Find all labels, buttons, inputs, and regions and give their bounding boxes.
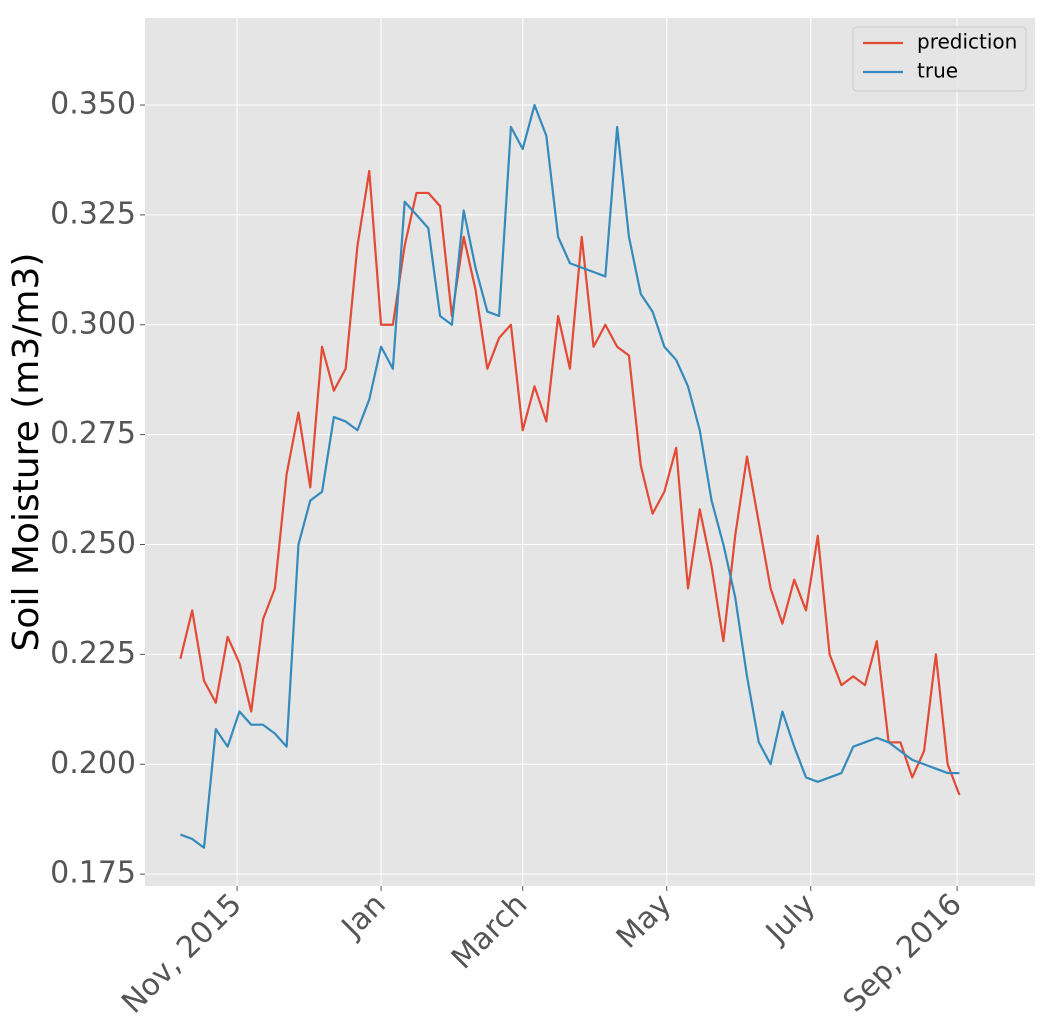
x-tick-label: Jan xyxy=(334,887,393,946)
plot-area xyxy=(145,18,1035,886)
y-tick-label: 0.175 xyxy=(50,856,136,891)
x-tick-label: May xyxy=(610,887,679,956)
y-tick-label: 0.225 xyxy=(50,636,136,671)
legend-label: prediction xyxy=(917,30,1017,54)
x-tick-label: July xyxy=(758,887,822,951)
series-line xyxy=(179,169,961,796)
y-axis-label: Soil Moisture (m3/m3) xyxy=(6,253,47,652)
y-tick-label: 0.350 xyxy=(50,87,136,122)
y-tick-label: 0.200 xyxy=(50,746,136,781)
y-tick-label: 0.300 xyxy=(50,306,136,341)
x-tick-label: March xyxy=(445,887,534,976)
y-tick-label: 0.275 xyxy=(50,416,136,451)
x-tick-label: Sep, 2016 xyxy=(837,887,969,1019)
y-tick-label: 0.325 xyxy=(50,196,136,231)
legend-label: true xyxy=(917,59,958,83)
x-tick-label: Nov, 2015 xyxy=(115,887,249,1021)
y-tick-label: 0.250 xyxy=(50,526,136,561)
series-line xyxy=(180,103,960,849)
